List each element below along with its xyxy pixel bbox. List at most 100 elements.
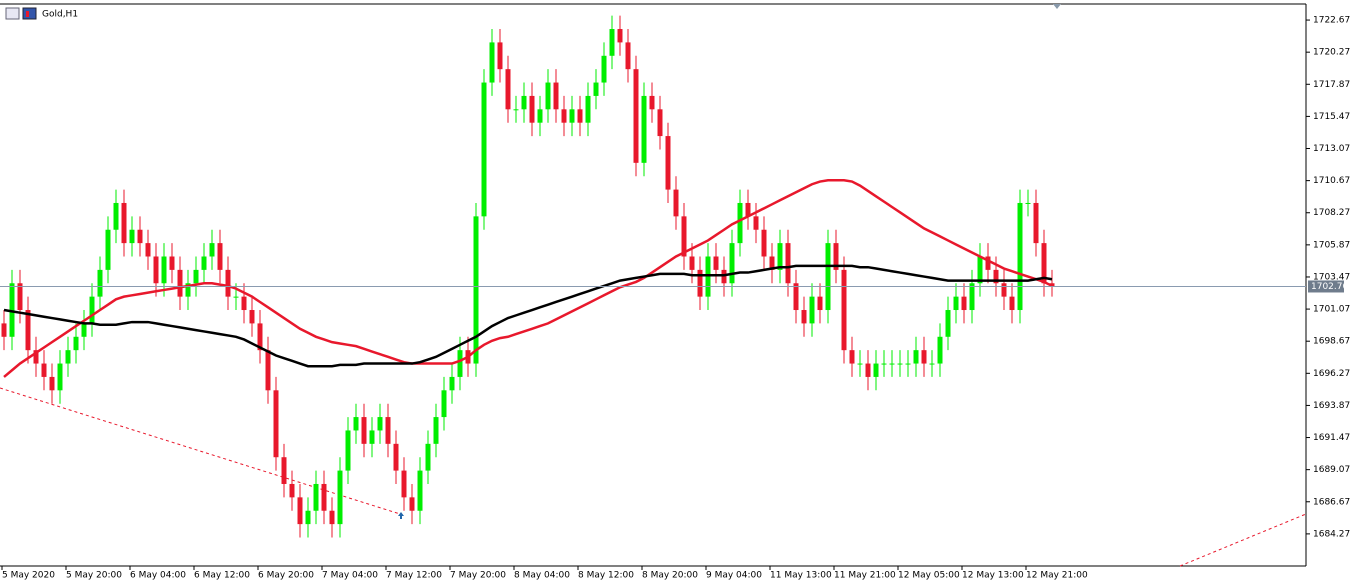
candle-body	[505, 69, 511, 110]
candle-body	[129, 229, 135, 244]
candle-body	[809, 296, 815, 324]
candle-body	[897, 363, 903, 365]
x-tick-label: 7 May 20:00	[450, 571, 506, 581]
candle-body	[225, 269, 231, 297]
candle-body	[841, 269, 847, 351]
y-tick-label: 1698.67	[1313, 337, 1350, 347]
candle-body	[537, 109, 543, 123]
x-tick-label: 8 May 20:00	[642, 571, 698, 581]
candle-body	[417, 470, 423, 511]
candle-body	[337, 470, 343, 525]
candle-body	[521, 95, 527, 110]
candle-body	[1009, 296, 1015, 311]
candle-body	[361, 417, 367, 444]
candle-body	[929, 363, 935, 365]
candle-body	[801, 310, 807, 324]
candle-body	[393, 443, 399, 471]
candle-body	[857, 363, 863, 365]
candle-body	[449, 376, 455, 391]
candle-body	[385, 417, 391, 444]
price-label: 1702.76	[1311, 282, 1348, 292]
candle-body	[593, 82, 599, 96]
candle-body	[9, 283, 15, 337]
x-tick-label: 6 May 04:00	[130, 571, 186, 581]
icon	[26, 11, 29, 17]
x-tick-label: 12 May 21:00	[1026, 571, 1088, 581]
candle-body	[41, 363, 47, 377]
candle-body	[745, 202, 751, 217]
candle-body	[489, 42, 495, 83]
candle-body	[769, 256, 775, 270]
candle-body	[161, 256, 167, 284]
x-tick-label: 5 May 2020	[2, 571, 55, 581]
candle-body	[497, 42, 503, 70]
candle-body	[265, 350, 271, 391]
candle-body	[281, 457, 287, 484]
candle-body	[185, 283, 191, 297]
candle-body	[289, 483, 295, 498]
x-tick-label: 8 May 04:00	[514, 571, 570, 581]
candle-body	[273, 390, 279, 458]
candle-body	[57, 363, 63, 391]
candle-body	[601, 55, 607, 83]
candle-body	[345, 430, 351, 471]
candle-body	[673, 189, 679, 217]
candle-body	[137, 229, 143, 244]
y-tick-label: 1691.47	[1313, 433, 1350, 443]
candle-body	[1041, 243, 1047, 284]
x-tick-label: 11 May 21:00	[834, 571, 896, 581]
candle-body	[529, 95, 535, 123]
x-tick-label: 5 May 20:00	[66, 571, 122, 581]
price-label-box	[1308, 280, 1344, 293]
candle-body	[89, 296, 95, 324]
candle-body	[561, 109, 567, 123]
candle-body	[1001, 283, 1007, 297]
candle-body	[473, 216, 479, 364]
candle-body	[457, 350, 463, 377]
icon	[22, 7, 37, 20]
x-tick-label: 12 May 13:00	[962, 571, 1024, 581]
candle-body	[145, 243, 151, 257]
x-tick-label: 7 May 12:00	[386, 571, 442, 581]
candle-body	[785, 243, 791, 284]
shift-marker	[1053, 4, 1061, 9]
candle-body	[49, 376, 55, 391]
candle-body	[209, 243, 215, 257]
candle-body	[25, 310, 31, 351]
x-tick-label: 8 May 12:00	[578, 571, 634, 581]
y-tick-label: 1686.67	[1313, 497, 1350, 507]
candle-body	[793, 283, 799, 311]
candle-body	[849, 350, 855, 364]
candle-body	[409, 497, 415, 511]
candle-body	[297, 497, 303, 525]
candle-body	[353, 417, 359, 431]
candle-body	[105, 229, 111, 270]
candle-body	[1025, 202, 1031, 204]
candle-body	[241, 296, 247, 311]
candle-body	[313, 483, 319, 511]
candle-body	[905, 363, 911, 365]
candle-body	[633, 69, 639, 163]
moving-average	[3, 178, 1053, 378]
candle-body	[681, 216, 687, 257]
candle-body	[249, 310, 255, 324]
candle-body	[761, 229, 767, 257]
candle-body	[169, 256, 175, 270]
candle-body	[985, 256, 991, 270]
candle-body	[881, 363, 887, 365]
candle-body	[65, 350, 71, 364]
candle-body	[921, 350, 927, 364]
candle-body	[545, 82, 551, 110]
candle-body	[153, 256, 159, 284]
candle-body	[569, 109, 575, 123]
candle-body	[17, 283, 23, 311]
candle-body	[937, 336, 943, 364]
candle-body	[425, 443, 431, 471]
x-tick-label: 9 May 04:00	[706, 571, 762, 581]
candle-body	[969, 283, 975, 311]
x-tick-label: 12 May 05:00	[898, 571, 960, 581]
arrow-marker	[398, 512, 404, 519]
candle-body	[873, 363, 879, 377]
icon	[5, 7, 20, 20]
